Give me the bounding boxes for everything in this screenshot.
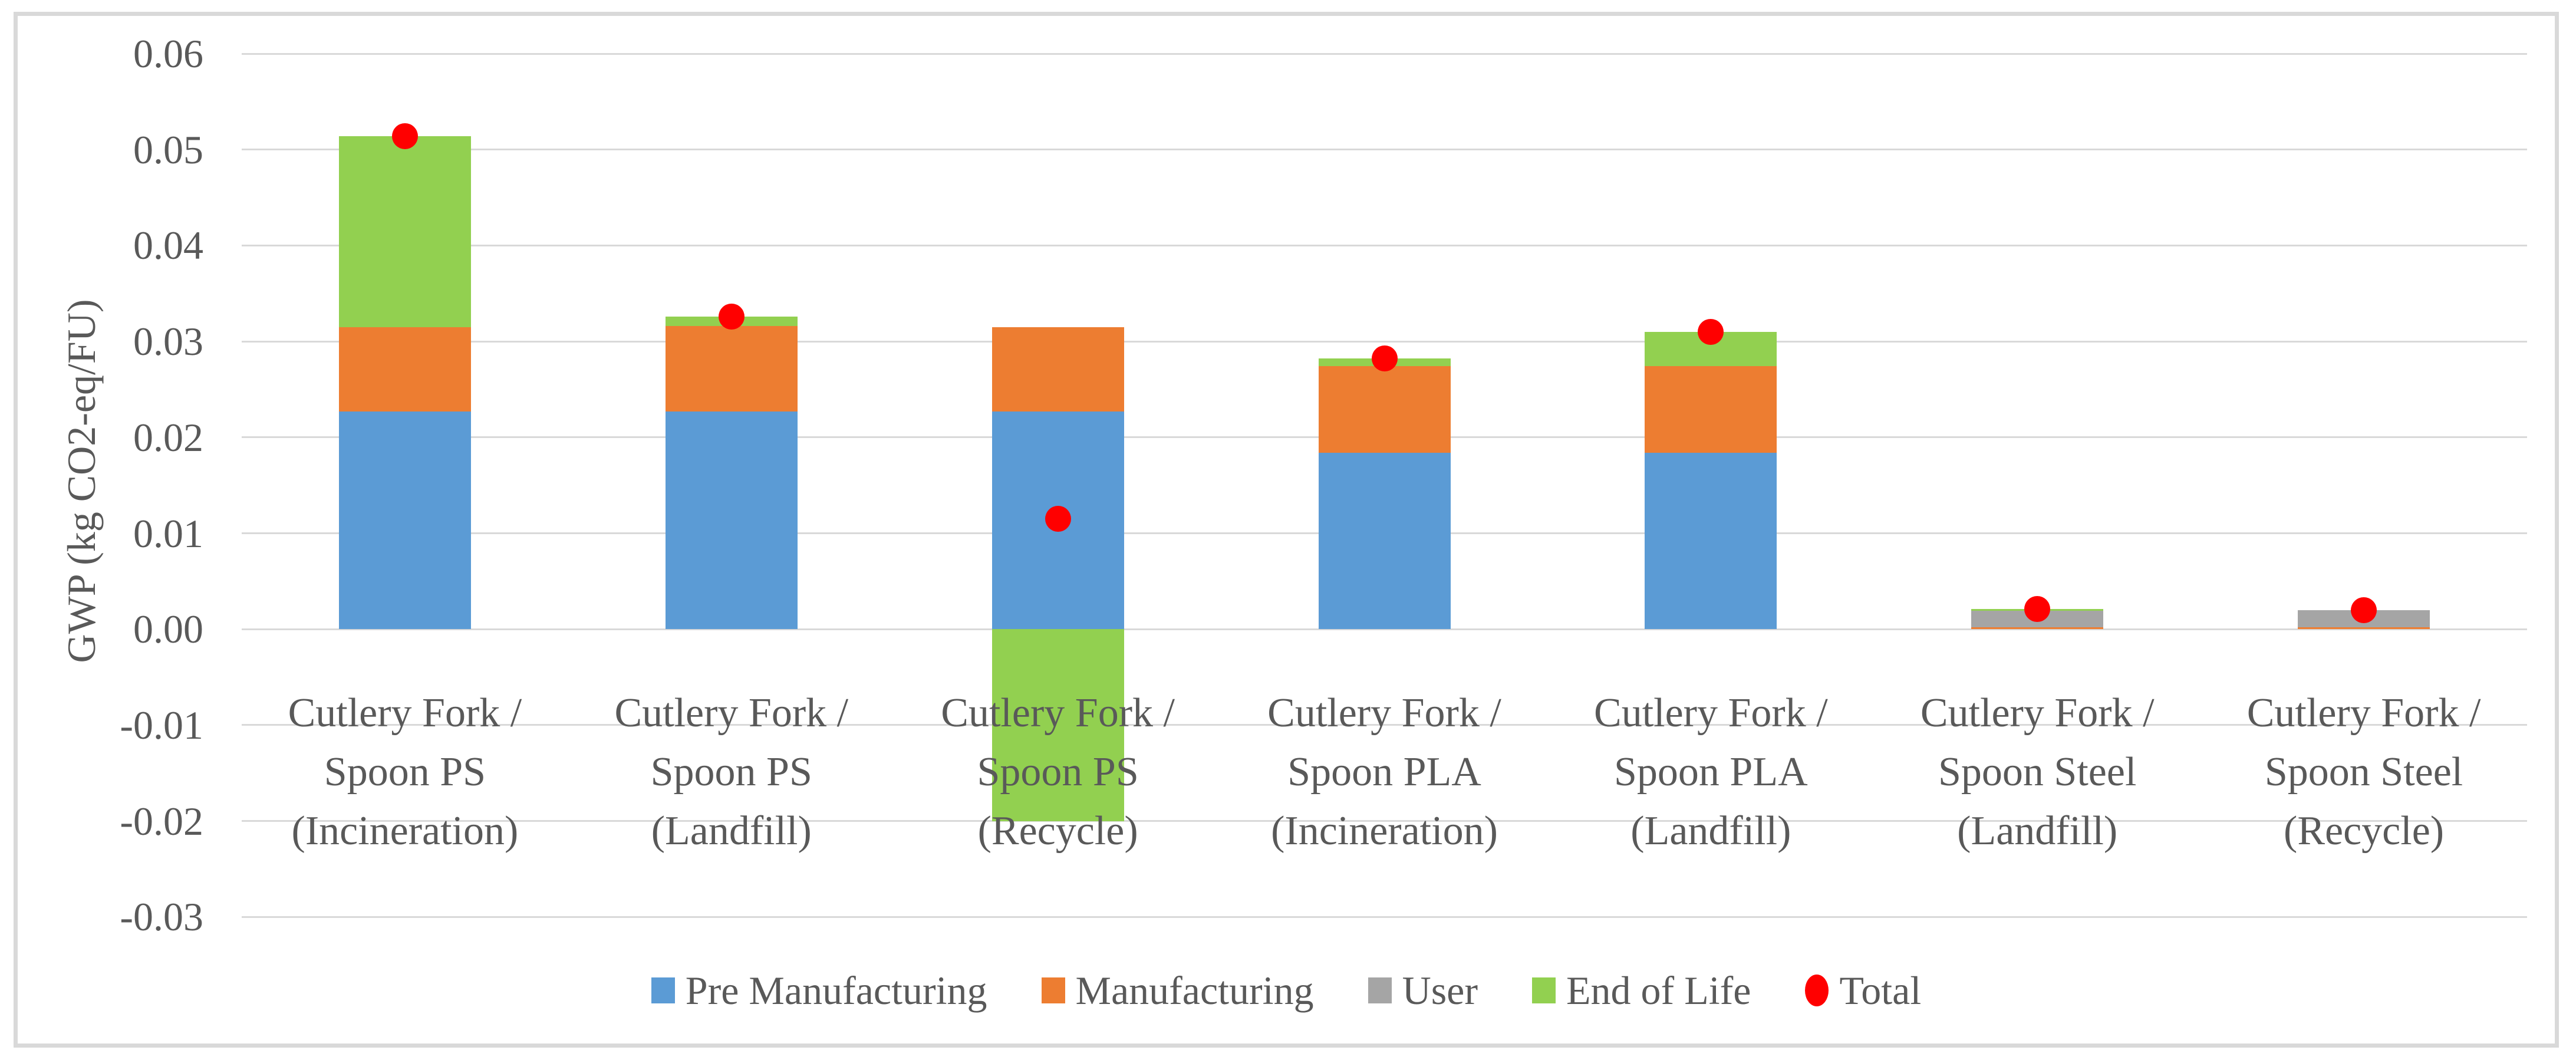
y-tick-label: 0.06 bbox=[133, 31, 203, 76]
gridline bbox=[242, 820, 2527, 822]
y-axis-tick-labels: 0.06 0.05 0.04 0.03 0.02 0.01 0.00 -0.01 -0.02 -0… bbox=[0, 31, 203, 939]
y-tick-label: -0.03 bbox=[120, 894, 203, 940]
gridline bbox=[242, 52, 2527, 55]
total-point bbox=[1371, 345, 1398, 372]
gridline bbox=[242, 724, 2527, 726]
total-point bbox=[1698, 318, 1724, 345]
gridline bbox=[242, 340, 2527, 343]
gridline bbox=[242, 244, 2527, 246]
x-category-label: Cutlery Fork / Spoon PLA (Incineration) bbox=[1267, 690, 1501, 854]
x-category-label: Cutlery Fork / Spoon PS (Landfill) bbox=[614, 690, 849, 854]
gridline bbox=[242, 916, 2527, 918]
y-tick-label: 0.05 bbox=[133, 127, 203, 172]
total-point bbox=[1045, 506, 1071, 532]
bar-segment-manufacturing bbox=[1645, 366, 1777, 453]
bar-segment-end-of-life bbox=[991, 629, 1124, 821]
legend-marker-manufacturing-icon bbox=[1041, 977, 1065, 1003]
bar-segment-pre-manufacturing bbox=[665, 411, 798, 630]
y-tick-label: 0.03 bbox=[133, 319, 203, 364]
legend-item-user: User bbox=[1368, 964, 1478, 1017]
legend-label: Total bbox=[1839, 968, 1922, 1013]
y-tick-label: -0.02 bbox=[120, 798, 203, 844]
total-point bbox=[391, 123, 418, 149]
total-point bbox=[2351, 597, 2377, 623]
x-category-label: Cutlery Fork / Spoon PS (Incineration) bbox=[288, 690, 522, 854]
gridline bbox=[242, 628, 2527, 630]
legend-marker-total-icon bbox=[1805, 975, 1829, 1006]
legend-marker-pre-manufacturing-icon bbox=[651, 977, 675, 1003]
legend-item-end-of-life: End of Life bbox=[1532, 964, 1751, 1017]
gridline bbox=[242, 149, 2527, 151]
y-tick-label: 0.00 bbox=[133, 607, 203, 652]
bar-segment-manufacturing bbox=[2298, 627, 2430, 630]
bar-segment-pre-manufacturing bbox=[338, 411, 471, 630]
legend-label: End of Life bbox=[1566, 968, 1751, 1013]
legend-label: Pre Manufacturing bbox=[685, 968, 987, 1013]
legend-label: Manufacturing bbox=[1075, 968, 1314, 1013]
x-category-label: Cutlery Fork / Spoon PLA (Landfill) bbox=[1594, 690, 1828, 854]
y-tick-label: 0.02 bbox=[133, 414, 203, 460]
legend-marker-end-of-life-icon bbox=[1532, 977, 1556, 1003]
plot-area: Cutlery Fork / Spoon PS (Incineration) Cu… bbox=[242, 52, 2527, 918]
legend: Pre Manufacturing Manufacturing User End of… bbox=[14, 961, 2559, 1020]
legend-item-total: Total bbox=[1805, 964, 1921, 1017]
legend-marker-user-icon bbox=[1368, 977, 1392, 1003]
bar-segment-pre-manufacturing bbox=[1318, 452, 1451, 630]
bar-segment-manufacturing bbox=[665, 326, 798, 412]
bar-segment-manufacturing bbox=[1971, 627, 2104, 630]
legend-label: User bbox=[1402, 968, 1478, 1013]
total-point bbox=[718, 303, 745, 330]
y-tick-label: -0.01 bbox=[120, 702, 203, 748]
bar-segment-pre-manufacturing bbox=[1645, 452, 1777, 630]
y-tick-label: 0.04 bbox=[133, 223, 203, 268]
bar-segment-manufacturing bbox=[1318, 366, 1451, 453]
bar-segment-manufacturing bbox=[338, 327, 471, 412]
y-tick-label: 0.01 bbox=[133, 511, 203, 556]
x-category-label: Cutlery Fork / Spoon PS (Recycle) bbox=[941, 690, 1175, 854]
total-point bbox=[2024, 596, 2051, 623]
x-category-label: Cutlery Fork / Spoon Steel (Landfill) bbox=[1920, 690, 2155, 854]
legend-item-manufacturing: Manufacturing bbox=[1041, 964, 1314, 1017]
legend-item-pre-manufacturing: Pre Manufacturing bbox=[651, 964, 987, 1017]
bar-segment-manufacturing bbox=[991, 327, 1124, 412]
bar-segment-end-of-life bbox=[338, 136, 471, 327]
x-category-label: Cutlery Fork / Spoon Steel (Recycle) bbox=[2246, 690, 2481, 854]
